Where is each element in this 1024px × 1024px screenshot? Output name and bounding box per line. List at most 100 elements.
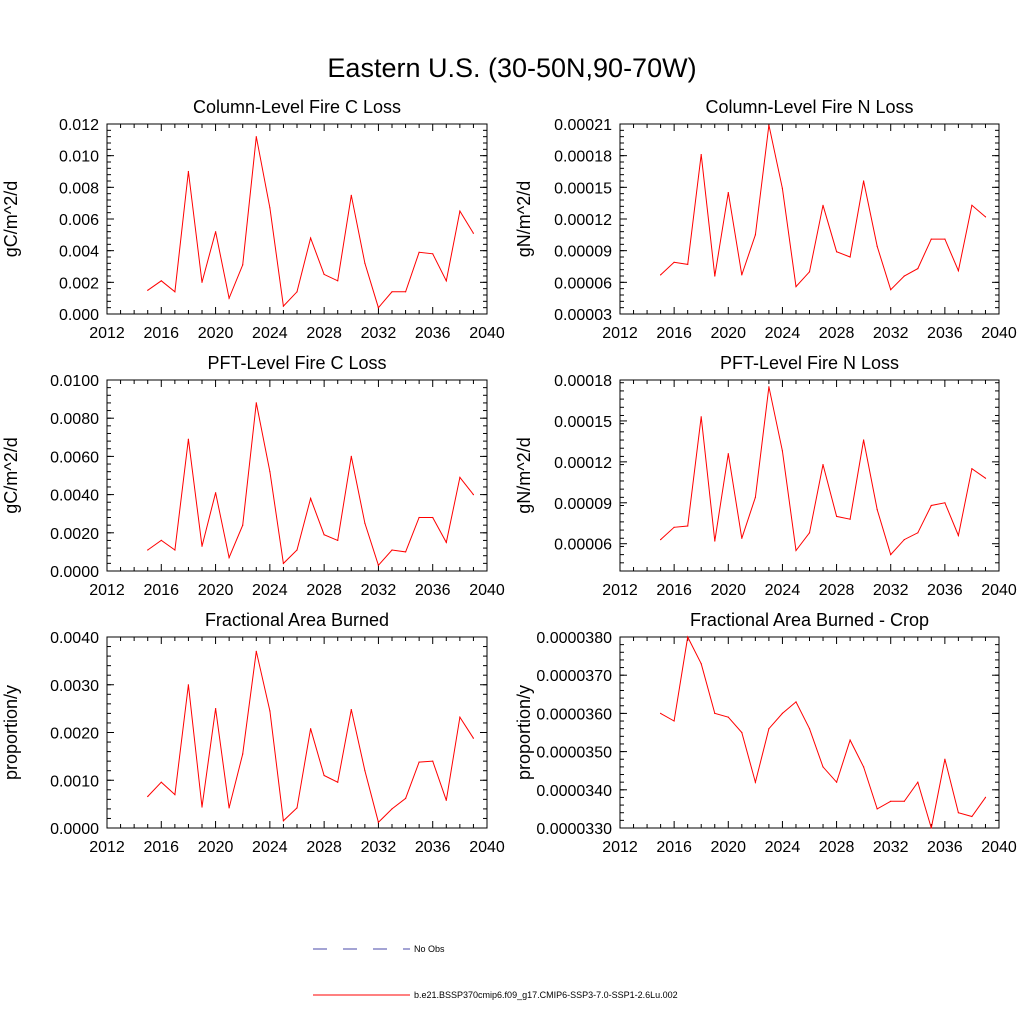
panel-2: Column-Level Fire N Loss gN/m^2/d 2012 2016… — [514, 97, 1017, 342]
x-tick-label: 2016 — [143, 325, 179, 342]
data-point — [714, 712, 716, 715]
x-tick-label: 2012 — [89, 325, 125, 342]
x-tick-label: 2012 — [89, 839, 125, 856]
data-point — [472, 494, 474, 496]
data-point — [377, 821, 379, 823]
x-tick-label: 2040 — [469, 839, 505, 856]
x-tick-label: 2032 — [361, 839, 397, 856]
x-tick-label: 2016 — [656, 582, 692, 599]
y-tick-label: 0.008 — [59, 180, 99, 197]
x-tick-label: 2024 — [765, 839, 801, 856]
data-point — [660, 539, 662, 541]
data-point — [445, 541, 447, 544]
data-point — [890, 554, 892, 556]
data-point — [903, 275, 905, 277]
data-point — [876, 245, 878, 247]
data-point — [660, 712, 662, 715]
data-point — [795, 286, 797, 288]
data-point — [472, 737, 474, 739]
y-tick-label: 0.00015 — [554, 414, 612, 431]
data-point — [174, 794, 176, 796]
data-point — [215, 708, 217, 710]
x-tick-label: 2040 — [981, 325, 1017, 342]
data-point — [174, 549, 176, 551]
data-point — [269, 710, 271, 712]
x-tick-label: 2012 — [89, 582, 125, 599]
data-point — [673, 720, 675, 722]
data-point — [350, 455, 352, 457]
y-tick-label: 0.0010 — [50, 773, 99, 790]
data-point — [822, 766, 824, 768]
data-point — [459, 476, 461, 478]
y-tick-label: 0.00018 — [554, 373, 612, 390]
data-point — [890, 800, 892, 802]
panel-title: Fractional Area Burned — [205, 610, 389, 630]
data-point — [282, 562, 284, 565]
data-point — [323, 273, 325, 275]
data-point — [377, 307, 379, 309]
data-point — [337, 280, 339, 282]
y-tick-label: 0.0100 — [50, 373, 99, 390]
x-tick-label: 2028 — [819, 839, 855, 856]
y-tick-label: 0.00015 — [554, 180, 612, 197]
y-tick-label: 0.0000380 — [536, 630, 612, 647]
data-point — [754, 234, 757, 236]
x-tick-label: 2032 — [873, 325, 909, 342]
x-tick-label: 2032 — [873, 582, 909, 599]
x-tick-label: 2040 — [981, 582, 1017, 599]
data-point — [364, 770, 366, 772]
panels: Column-Level Fire C Loss gC/m^2/d 2012 2016… — [1, 97, 1017, 856]
data-point — [727, 192, 729, 194]
data-point — [445, 799, 447, 801]
data-point — [255, 650, 257, 652]
y-tick-label: 0.0040 — [50, 488, 99, 505]
x-tick-label: 2024 — [252, 839, 288, 856]
x-tick-label: 2020 — [198, 325, 234, 342]
y-tick-label: 0.000 — [59, 307, 99, 324]
x-tick-label: 2040 — [981, 839, 1017, 856]
x-tick-label: 2016 — [656, 839, 692, 856]
data-point — [673, 526, 675, 528]
legend-obs-label: No Obs — [414, 944, 445, 954]
data-point — [391, 808, 393, 810]
data-point — [768, 124, 770, 126]
y-tick-label: 0.004 — [59, 244, 99, 261]
x-tick-label: 2036 — [927, 582, 963, 599]
data-point — [323, 534, 325, 536]
data-point — [405, 291, 407, 293]
figure-title: Eastern U.S. (30-50N,90-70W) — [327, 53, 696, 83]
y-tick-label: 0.00009 — [554, 496, 612, 513]
data-point — [187, 170, 189, 173]
data-point — [160, 539, 162, 542]
data-point — [687, 636, 689, 638]
data-point — [228, 807, 230, 809]
y-tick-label: 0.0000350 — [536, 745, 612, 762]
y-axis-label: proportion/y — [514, 685, 534, 780]
y-tick-label: 0.012 — [59, 117, 99, 134]
y-tick-label: 0.0030 — [50, 678, 99, 695]
data-point — [727, 716, 729, 718]
data-point — [459, 716, 461, 718]
data-point — [781, 712, 784, 715]
series-line — [147, 136, 474, 309]
data-point — [700, 154, 702, 156]
panel-title: Fractional Area Burned - Crop — [690, 610, 929, 630]
panel-title: PFT-Level Fire N Loss — [720, 353, 899, 373]
data-point — [781, 450, 784, 452]
legend: No Obs b.e21.BSSP370cmip6.f09_g17.CMIP6-… — [313, 944, 678, 1000]
data-point — [459, 210, 461, 212]
data-point — [863, 439, 865, 441]
x-tick-label: 2024 — [252, 325, 288, 342]
data-point — [364, 522, 366, 524]
data-point — [296, 807, 298, 809]
panel-5: Fractional Area Burned proportion/y 2012 20… — [1, 610, 505, 856]
data-point — [863, 766, 865, 768]
x-tick-label: 2036 — [415, 582, 451, 599]
plot-frame — [619, 636, 1000, 829]
x-tick-label: 2020 — [710, 325, 746, 342]
x-tick-label: 2032 — [361, 325, 397, 342]
data-point — [984, 216, 987, 218]
x-tick-label: 2020 — [710, 839, 746, 856]
data-point — [228, 297, 230, 299]
y-axis-label: gN/m^2/d — [514, 437, 534, 513]
